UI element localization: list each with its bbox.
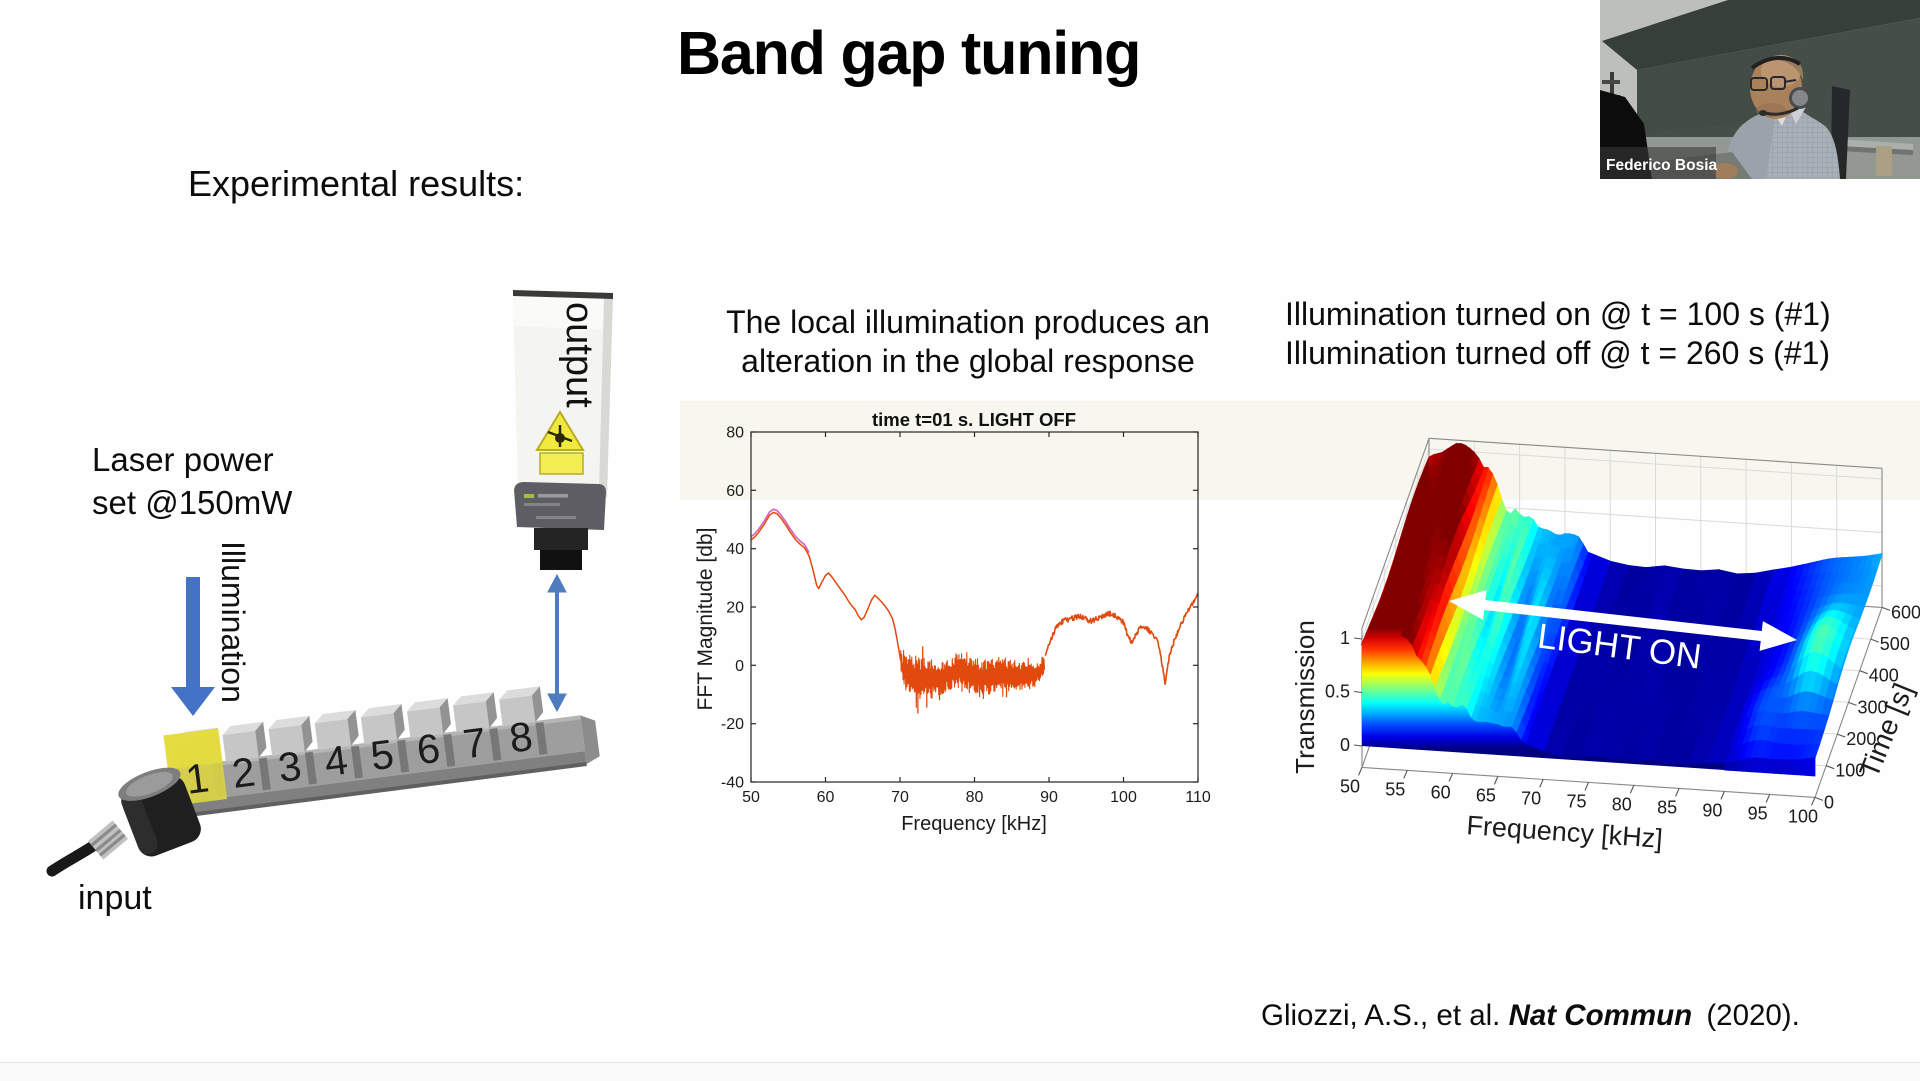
svg-text:0: 0 — [1340, 735, 1350, 755]
svg-text:70: 70 — [891, 789, 909, 806]
svg-text:0.5: 0.5 — [1325, 682, 1350, 702]
svg-text:-20: -20 — [721, 716, 744, 733]
svg-text:Federico Bosia: Federico Bosia — [1606, 157, 1717, 174]
svg-text:40: 40 — [726, 541, 744, 558]
svg-text:60: 60 — [726, 483, 744, 500]
svg-text:65: 65 — [1476, 785, 1496, 805]
svg-text:0: 0 — [735, 658, 744, 675]
svg-text:90: 90 — [1702, 800, 1722, 820]
svg-text:1: 1 — [1340, 628, 1350, 648]
svg-text:600: 600 — [1891, 602, 1920, 622]
svg-text:Illumination: Illumination — [215, 541, 251, 703]
svg-text:85: 85 — [1657, 797, 1677, 817]
svg-text:75: 75 — [1566, 791, 1586, 811]
svg-text:100: 100 — [1788, 806, 1818, 826]
svg-text:300: 300 — [1858, 697, 1888, 717]
svg-text:50: 50 — [742, 789, 760, 806]
svg-text:output: output — [558, 302, 600, 408]
svg-text:200: 200 — [1846, 729, 1876, 749]
svg-text:50: 50 — [1340, 776, 1360, 796]
svg-text:90: 90 — [1040, 789, 1058, 806]
svg-text:Frequency [kHz]: Frequency [kHz] — [901, 813, 1047, 835]
svg-text:60: 60 — [1431, 782, 1451, 802]
svg-text:80: 80 — [966, 789, 984, 806]
svg-text:110: 110 — [1185, 789, 1211, 806]
svg-text:500: 500 — [1880, 634, 1910, 654]
svg-text:Frequency [kHz]: Frequency [kHz] — [1466, 810, 1664, 854]
svg-text:0: 0 — [1824, 792, 1834, 812]
svg-text:FFT Magnitude [db]: FFT Magnitude [db] — [694, 528, 717, 711]
svg-text:400: 400 — [1869, 666, 1899, 686]
svg-text:-40: -40 — [721, 775, 744, 792]
svg-text:55: 55 — [1385, 779, 1405, 799]
svg-text:100: 100 — [1835, 761, 1865, 781]
svg-text:95: 95 — [1748, 803, 1768, 823]
svg-text:Transmission: Transmission — [1290, 620, 1320, 774]
svg-text:time t=01 s. LIGHT OFF: time t=01 s. LIGHT OFF — [872, 409, 1076, 430]
svg-text:60: 60 — [817, 789, 835, 806]
svg-text:100: 100 — [1110, 789, 1137, 806]
svg-text:20: 20 — [726, 600, 744, 617]
svg-text:70: 70 — [1521, 788, 1541, 808]
svg-text:80: 80 — [1612, 794, 1632, 814]
svg-text:80: 80 — [726, 425, 744, 442]
